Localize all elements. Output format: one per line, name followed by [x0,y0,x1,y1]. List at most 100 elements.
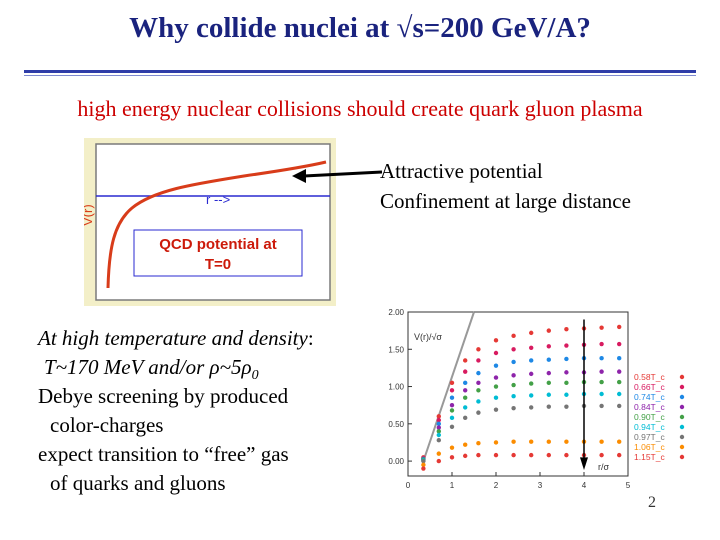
data-point [529,452,534,458]
legend-label: 0.94T_c [634,422,665,432]
x-axis-label: r/σ [598,462,609,472]
data-point [529,345,534,350]
qcd-label-line2: T=0 [205,256,231,273]
data-point [463,358,468,363]
data-point [617,356,622,361]
left-text-line-2-main: T~170 MeV and/or ρ~5ρ [44,355,252,379]
data-point [449,408,455,413]
y-axis-label: V(r)/√σ [414,332,442,342]
data-point [476,358,481,363]
data-point [564,326,569,332]
y-tick-label: 1.00 [388,383,404,392]
data-point [546,344,551,349]
data-point [421,458,426,464]
legend-marker [679,394,685,400]
data-point [511,394,516,399]
data-point [449,388,455,393]
left-text-line-3: Debye screening by produced [38,384,289,408]
data-point [476,441,481,446]
x-tick-label: 0 [406,481,411,490]
legend-label: 0.66T_c [634,382,665,392]
data-point [421,462,426,468]
data-point [546,392,551,397]
legend-label: 0.74T_c [634,392,665,402]
legend-marker [679,384,685,390]
data-point [599,439,604,444]
data-point [493,395,499,400]
data-point [493,452,499,458]
zero-temperature-reference [422,311,475,462]
data-point [463,380,468,386]
left-text-line-1: At high temperature and density: [38,324,314,353]
data-point [546,404,551,409]
annotation-line-2: Confinement at large distance [380,189,631,213]
data-point [599,356,604,361]
y-tick-label: 0.50 [388,420,404,429]
data-point [436,458,441,464]
data-point [463,405,468,410]
data-point [529,405,534,410]
qcd-potential-curve [106,160,327,289]
data-point [476,347,481,352]
annotation-arrow [292,169,383,183]
data-point [493,384,499,389]
legend-label: 1.15T_c [634,452,665,462]
data-point [529,371,534,377]
data-point [476,380,481,386]
legend-marker [679,424,685,430]
y-tick-label: 2.00 [388,308,404,317]
data-point [617,379,622,385]
slide-subtitle: high energy nuclear collisions should cr… [77,96,643,121]
legend-marker [679,454,685,460]
data-point [449,380,455,386]
chart-axes: 0.00 0.50 1.00 1.50 2.00 0 1 2 3 4 5 V(r)/√σ r/σ [388,308,630,490]
data-point [511,373,516,378]
data-point [449,402,455,408]
data-point [493,350,499,356]
data-point [436,425,441,430]
data-point [617,369,622,374]
data-point [599,391,604,397]
qcd-potential-figure: V(r) r --> QCD potential at T=0 [84,138,336,306]
data-point [463,388,468,393]
data-point [436,451,441,456]
data-point [564,380,569,386]
left-text-line-4: color-charges [50,413,164,437]
data-point [511,347,516,352]
data-point [617,452,622,458]
data-point [493,363,499,368]
arrow-head [292,169,306,183]
data-point [463,369,468,374]
data-point [421,466,426,471]
data-point [436,432,441,438]
left-text-line-6: of quarks and gluons [50,471,226,495]
data-point [436,438,441,443]
legend-label: 1.06T_c [634,442,665,452]
data-point [529,330,534,336]
page-number: 2 [648,494,656,511]
data-point [436,429,441,434]
title-divider [24,70,696,73]
data-point [449,445,455,450]
data-point [436,417,441,423]
lattice-potential-chart: 0.00 0.50 1.00 1.50 2.00 0 1 2 3 4 5 V(r)/√σ r/σ 0.5… [388,308,685,490]
y-tick-label: 0.00 [388,457,404,466]
legend-marker [679,404,685,410]
legend-marker [679,374,685,380]
x-tick-label: 1 [450,481,455,490]
left-text-line-2-sub: 0 [251,368,259,384]
data-point [476,388,481,393]
data-point [463,442,468,447]
data-point [617,403,622,409]
qcd-label-line1: QCD potential at [159,236,277,253]
data-point [511,382,516,388]
data-point [599,325,604,330]
data-point [564,404,569,409]
chart-guide-line [422,311,475,462]
data-point [436,414,441,419]
chart-points [421,324,622,471]
data-point [449,415,455,421]
data-point [449,424,455,429]
data-point [617,439,622,444]
plot-frame [407,311,629,477]
